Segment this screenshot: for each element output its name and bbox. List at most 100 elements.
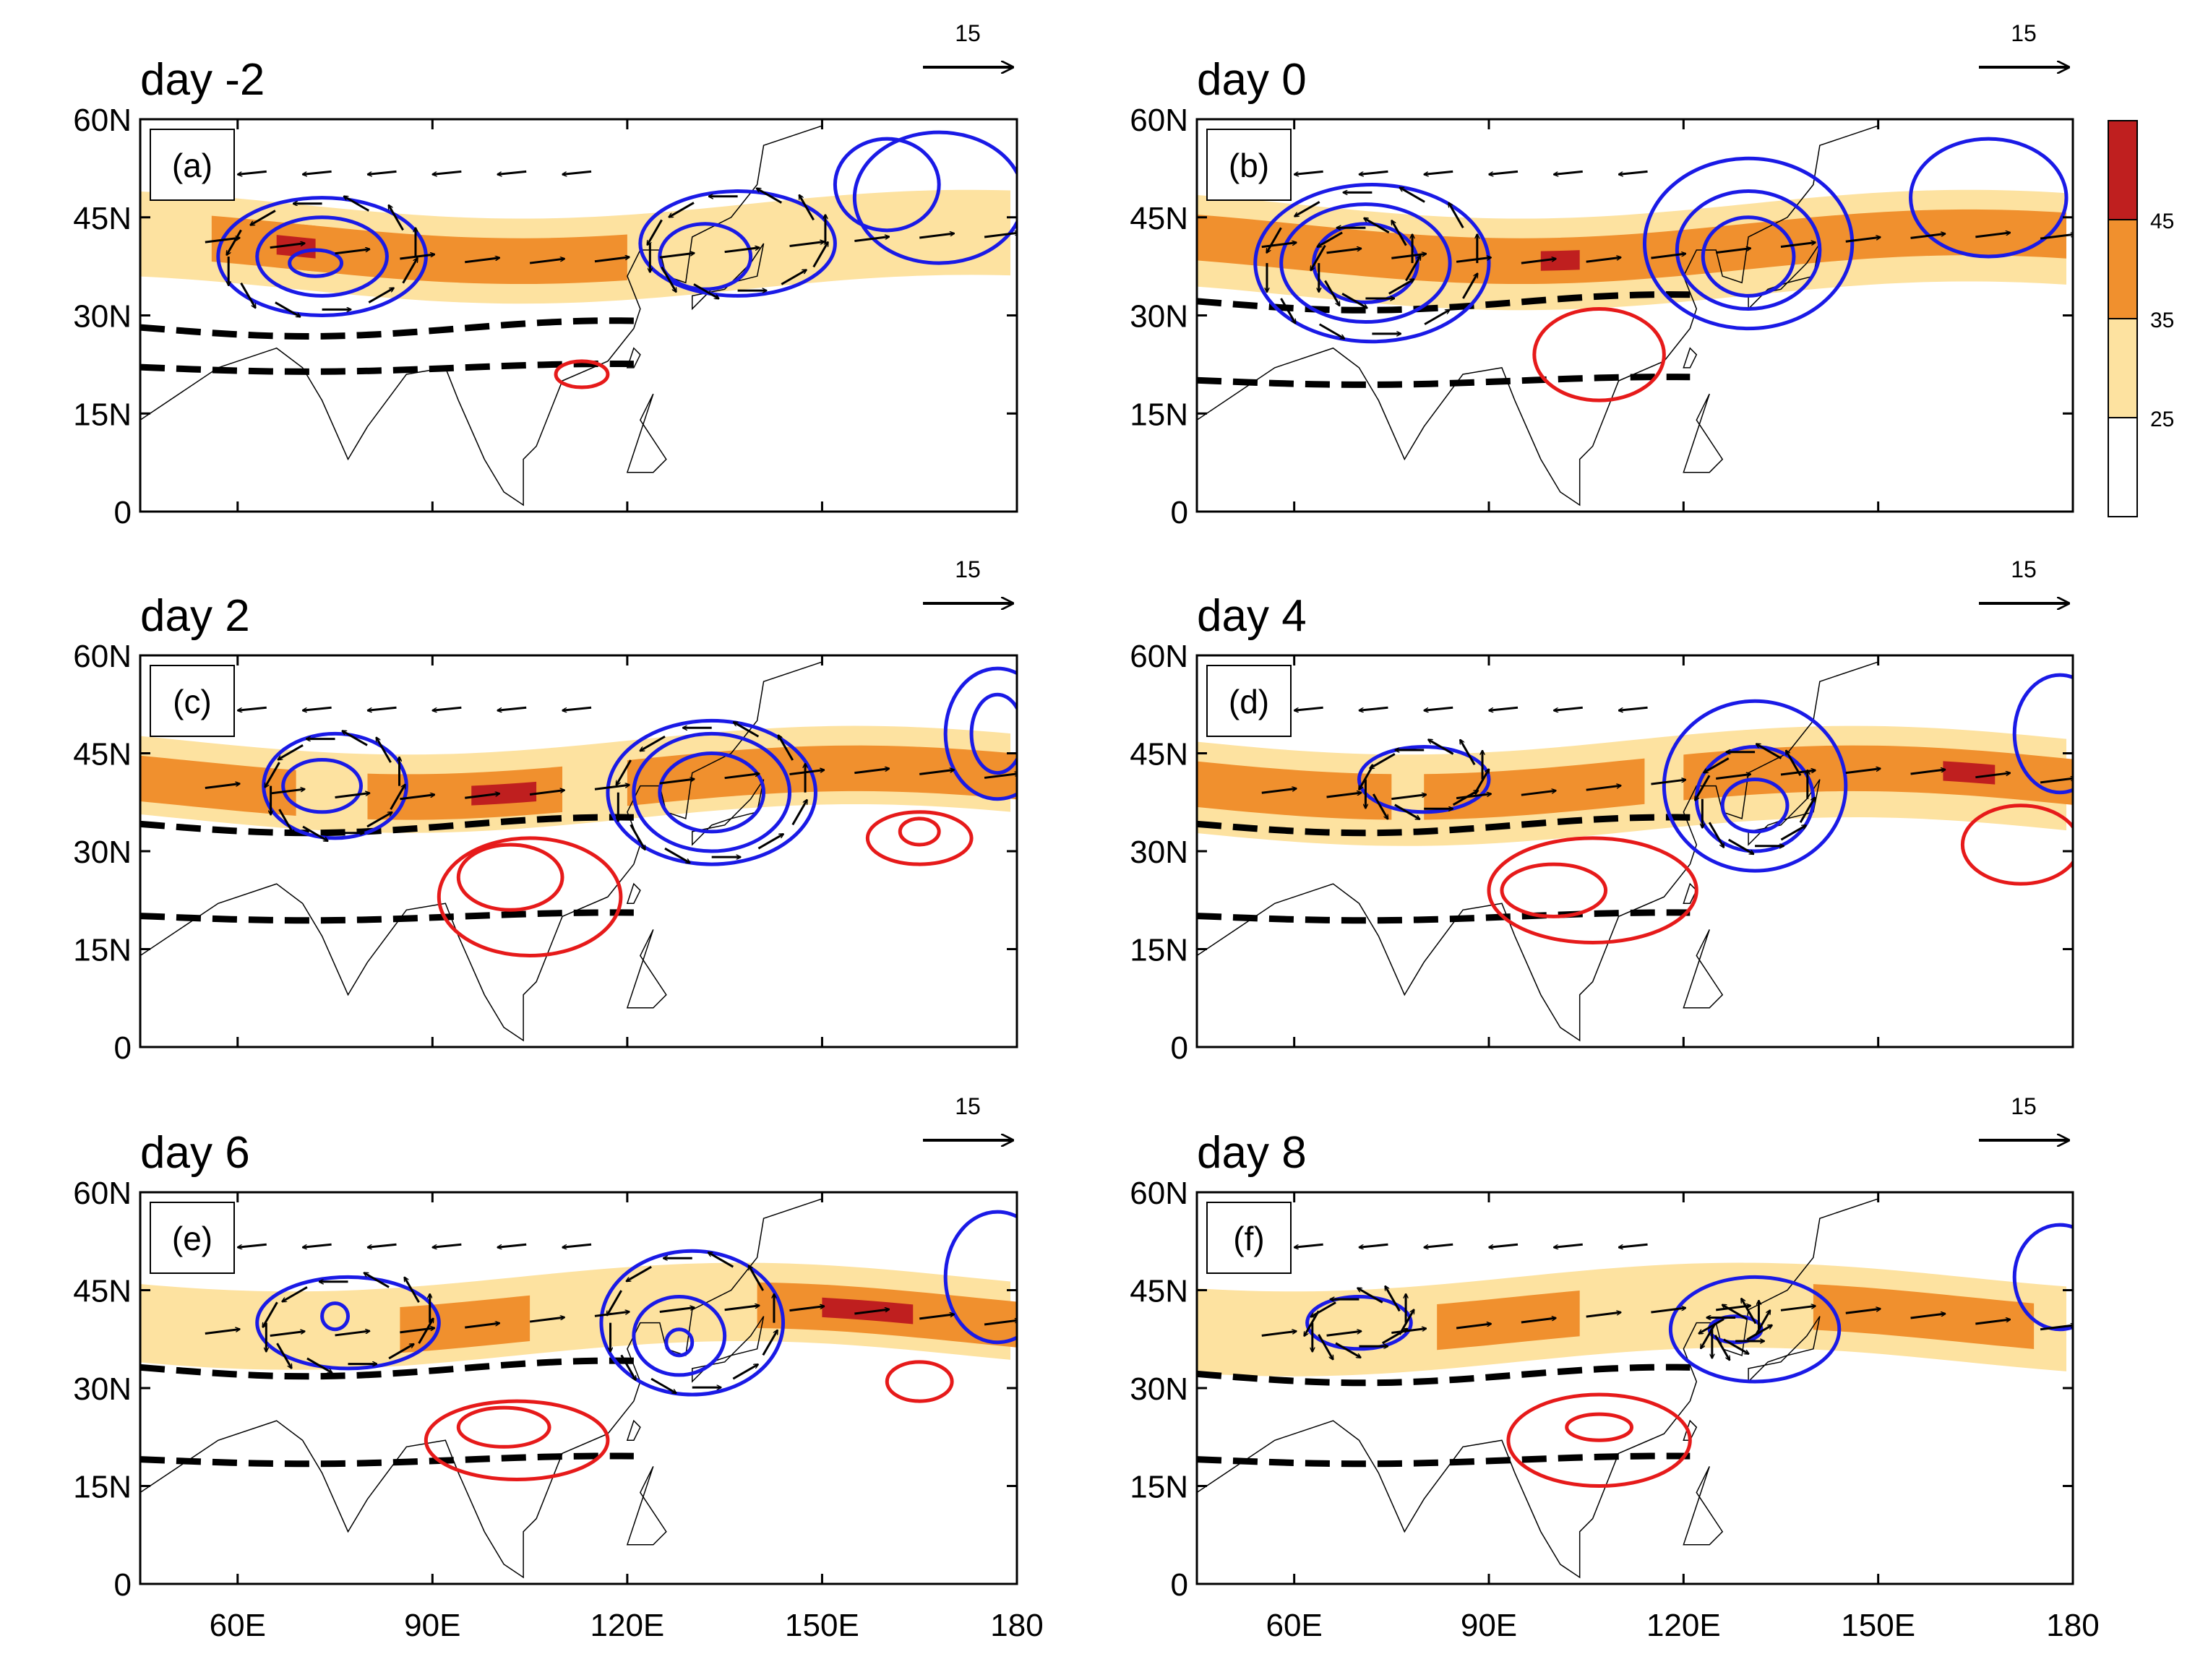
lat-tick-label: 15N	[1130, 1470, 1188, 1505]
wind-arrow	[418, 1318, 434, 1344]
wind-arrow	[1619, 706, 1648, 710]
wind-arrow	[270, 1332, 305, 1337]
wind-arrow	[562, 170, 592, 174]
lat-tick-label: 15N	[1130, 397, 1188, 432]
panel-day-label: day -2	[140, 55, 265, 105]
wind-arrow	[303, 1243, 332, 1247]
red-contour	[1532, 306, 1666, 402]
wind-arrow	[387, 205, 404, 231]
wind-arrow	[1370, 753, 1396, 770]
wind-arrow	[388, 1343, 414, 1360]
wind-vectors	[205, 170, 1017, 318]
panel-day-label: day 2	[140, 591, 250, 641]
wind-arrow	[366, 811, 392, 828]
blue-contour	[281, 758, 363, 814]
wind-arrow	[1399, 186, 1425, 203]
jet-shading-mid	[367, 766, 563, 820]
wind-arrow	[432, 706, 462, 710]
coastline	[1197, 1198, 1878, 1579]
wind-arrow	[1740, 1298, 1757, 1324]
wind-arrow	[1708, 822, 1725, 848]
blue-contour	[852, 130, 1017, 265]
wind-arrow	[1780, 824, 1806, 841]
wind-arrow	[1910, 233, 1946, 239]
wind-arrow	[1651, 1308, 1685, 1314]
wind-arrow	[789, 1306, 825, 1312]
wind-arrow	[669, 202, 695, 218]
blue-contour	[320, 1301, 351, 1332]
wind-arrow	[400, 795, 434, 801]
wind-arrow	[335, 1331, 370, 1337]
wind-arrow	[529, 259, 564, 264]
wind-arrow	[1459, 740, 1476, 766]
wind-arrow	[919, 1314, 954, 1320]
lon-tick-label: 60E	[210, 1608, 266, 1643]
blue-contour	[288, 248, 344, 278]
lat-tick-label: 60N	[73, 103, 132, 138]
wind-arrow	[1714, 1335, 1731, 1361]
map-frame	[139, 654, 1018, 1048]
wind-arrow	[240, 282, 257, 309]
wind-arrow	[368, 287, 394, 303]
wind-arrow	[1716, 249, 1751, 254]
wind-arrow	[724, 774, 760, 780]
blue-contour	[1357, 744, 1491, 814]
reference-vector-label: 15	[955, 20, 981, 46]
dashed-contour	[140, 814, 634, 837]
wind-arrow	[777, 735, 794, 761]
reference-vector-label: 15	[2011, 1093, 2037, 1119]
wind-arrow	[282, 1286, 308, 1303]
wind-arrow	[1357, 764, 1375, 790]
blue-contour	[658, 751, 766, 834]
lat-tick-label: 30N	[73, 1371, 132, 1407]
wind-arrow	[278, 744, 304, 761]
wind-arrow	[1619, 1243, 1648, 1247]
wind-arrow	[1424, 170, 1453, 174]
panel-letter: (a)	[172, 147, 212, 184]
blue-contour	[833, 137, 941, 233]
wind-arrow	[724, 248, 760, 254]
wind-arrow	[2040, 234, 2073, 240]
lat-tick-label: 60N	[73, 1176, 132, 1211]
wind-arrow	[562, 1243, 592, 1247]
wind-vectors	[205, 706, 1017, 864]
jet-shading-dark	[471, 781, 537, 806]
panel-day-label: day 4	[1197, 591, 1307, 641]
wind-arrow	[342, 730, 368, 746]
wind-arrow	[650, 1377, 676, 1395]
map-content	[1197, 661, 2073, 1042]
blue-contour	[1675, 189, 1822, 311]
wind-arrow	[1975, 233, 2010, 238]
wind-arrow	[984, 1320, 1017, 1326]
map-content	[140, 661, 1017, 1042]
wind-arrow	[1489, 170, 1519, 174]
wind-arrow	[335, 793, 370, 798]
panel-letter: (c)	[173, 683, 212, 720]
wind-arrow	[275, 301, 301, 318]
wind-arrow	[606, 1290, 622, 1316]
wind-arrow	[789, 242, 825, 248]
reference-vector-label: 15	[955, 1093, 981, 1119]
wind-arrow	[626, 1265, 652, 1283]
wind-arrow	[1318, 323, 1345, 340]
wind-arrow	[1359, 706, 1388, 710]
colorbar-label-25: 25	[2150, 408, 2174, 431]
colorbar-white-segment	[2108, 417, 2138, 517]
wind-arrow	[1335, 1342, 1361, 1359]
wind-arrow	[432, 1243, 462, 1247]
japan-coastline	[691, 1316, 765, 1383]
dashed-contour	[1197, 1364, 1691, 1387]
wind-arrow	[1619, 170, 1648, 174]
wind-arrow	[1521, 1318, 1556, 1324]
japan-coastline	[1748, 1316, 1821, 1383]
wind-arrow	[854, 769, 889, 775]
wind-arrow	[791, 800, 809, 826]
lon-tick-label: 90E	[404, 1608, 460, 1643]
coastline	[140, 661, 822, 1042]
dashed-contour	[140, 1452, 634, 1468]
colorbar-label-35: 35	[2150, 309, 2174, 332]
wind-arrow	[225, 229, 242, 255]
wind-arrow	[367, 170, 397, 174]
wind-arrow	[1554, 706, 1583, 710]
